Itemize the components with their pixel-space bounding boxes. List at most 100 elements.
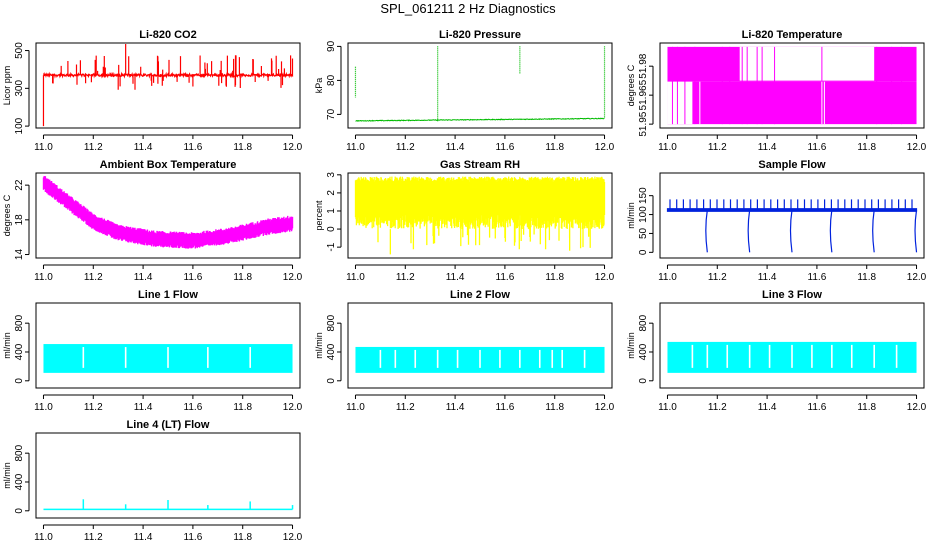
plot-frame (347, 42, 613, 129)
x-tick-label: 11.0 (346, 272, 365, 283)
data-series (42, 43, 294, 127)
x-tick-label: 11.8 (233, 532, 252, 540)
x-tick-label: 11.8 (857, 402, 876, 413)
y-tick-label: 51.965 (638, 79, 649, 110)
y-axis-label: kPa (314, 78, 324, 94)
series-line (666, 199, 918, 212)
panel-9: Line 4 (LT) Flow 11.0 11.2 11.4 11.6 11.8 12.0… (2, 419, 303, 540)
x-tick-label: 12.0 (907, 402, 927, 413)
y-tick-label: 80 (326, 74, 337, 86)
panel-0: Li-820 CO2 11.0 11.2 11.4 11.6 11.8 12.0 100 300… (2, 29, 303, 153)
x-tick-label: 11.8 (545, 402, 564, 413)
data-series (355, 346, 605, 373)
flow-gap (207, 347, 209, 368)
panel-6: Line 1 Flow 11.0 11.2 11.4 11.6 11.8 12.0 0 400 8… (2, 289, 303, 413)
panel-title: Ambient Box Temperature (100, 159, 237, 171)
y-tick-label: 0 (14, 508, 25, 514)
x-tick-label: 12.0 (283, 402, 303, 413)
y-tick-label: 800 (14, 314, 25, 331)
flow-gap (768, 344, 771, 368)
y-tick-label: 800 (326, 314, 337, 331)
panel-title: Line 1 Flow (138, 289, 198, 301)
x-tick-label: 12.0 (283, 272, 303, 283)
flow-gap (895, 344, 898, 368)
panel-3: Ambient Box Temperature 11.0 11.2 11.4 11.6 1… (2, 159, 303, 283)
x-tick-label: 11.6 (496, 272, 515, 283)
data-series (666, 199, 918, 253)
flow-gap (726, 344, 729, 368)
panel-2: Li-820 Temperature 11.0 11.2 11.4 11.6 11.8 12… (626, 29, 927, 153)
flow-gap (706, 344, 709, 368)
y-tick-label: 800 (638, 314, 649, 331)
flow-gap (583, 349, 586, 368)
flow-drop (747, 209, 751, 253)
x-tick-label: 11.6 (808, 142, 827, 153)
x-tick-label: 11.4 (134, 142, 153, 153)
panel-title: Line 3 Flow (762, 289, 822, 301)
x-tick-label: 11.6 (808, 402, 827, 413)
flow-gap (479, 349, 481, 368)
x-tick-label: 12.0 (595, 142, 615, 153)
x-tick-label: 11.4 (446, 272, 465, 283)
x-tick-label: 11.0 (346, 402, 365, 413)
x-tick-label: 11.0 (34, 272, 53, 283)
x-tick-label: 11.8 (857, 272, 876, 283)
panel-title: Li-820 CO2 (139, 29, 196, 41)
flow-gap (436, 349, 439, 368)
x-tick-label: 12.0 (283, 532, 303, 540)
temp-gap (667, 81, 693, 125)
y-tick-label: 400 (326, 343, 337, 360)
x-tick-label: 11.6 (184, 142, 203, 153)
flow-drop (829, 209, 833, 253)
x-tick-label: 11.4 (446, 142, 465, 153)
flow-gap (873, 344, 875, 368)
x-tick-label: 11.0 (658, 142, 677, 153)
figure-title: SPL_061211 2 Hz Diagnostics (380, 1, 556, 16)
y-tick-label: 50 (638, 227, 649, 239)
x-tick-label: 11.2 (708, 272, 727, 283)
x-tick-label: 11.4 (134, 402, 153, 413)
x-tick-label: 11.6 (184, 272, 203, 283)
panel-title: Sample Flow (758, 159, 826, 171)
flow-gap (414, 349, 417, 368)
x-tick-label: 11.6 (496, 142, 515, 153)
temp-band-lower (667, 81, 917, 125)
x-tick-label: 11.2 (708, 142, 727, 153)
data-series (42, 176, 294, 249)
x-tick-label: 11.2 (84, 402, 103, 413)
flow-gap (167, 347, 169, 368)
x-tick-label: 11.2 (84, 142, 103, 153)
y-axis-label: ml/min (626, 332, 636, 359)
x-tick-label: 11.6 (496, 402, 515, 413)
y-tick-label: 100 (14, 117, 25, 134)
y-tick-label: 51.95 (638, 111, 649, 136)
y-tick-label: 800 (14, 444, 25, 461)
series-line (354, 176, 606, 255)
x-tick-label: 11.4 (758, 142, 777, 153)
flow-gap (124, 347, 127, 368)
series-line (355, 117, 605, 122)
series-line (42, 176, 294, 249)
panel-1: Li-820 Pressure 11.0 11.2 11.4 11.6 11.8 12.0 7… (314, 29, 615, 153)
data-series (667, 46, 917, 125)
flow-gap (394, 349, 397, 368)
flow-gap (249, 347, 251, 368)
x-tick-label: 11.0 (658, 272, 677, 283)
flow-drop (705, 209, 708, 253)
y-tick-label: 500 (14, 42, 25, 59)
x-tick-label: 11.8 (233, 402, 252, 413)
flow-drop (914, 209, 918, 253)
y-axis-label: Licor ppm (2, 66, 12, 106)
y-tick-label: 300 (14, 80, 25, 97)
flow-gap (551, 349, 554, 368)
y-tick-label: 400 (638, 343, 649, 360)
x-tick-label: 12.0 (907, 142, 927, 153)
y-axis-label: degrees C (626, 64, 636, 106)
y-tick-label: 3 (326, 172, 337, 178)
plot-frame (347, 172, 613, 259)
panel-4: Gas Stream RH 11.0 11.2 11.4 11.6 11.8 12.0 -1 0… (314, 159, 615, 283)
x-tick-label: 11.0 (34, 532, 53, 540)
flow-gap (561, 349, 563, 368)
